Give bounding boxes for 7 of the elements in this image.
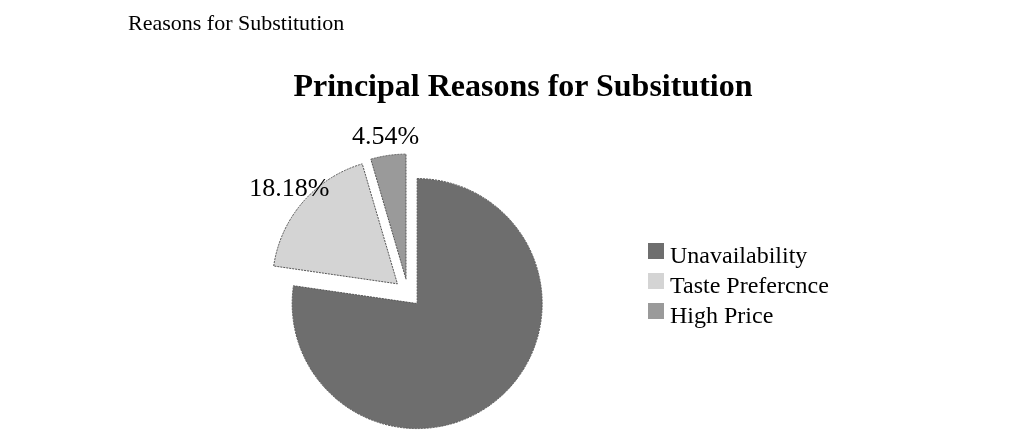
legend-label: Unavailability	[670, 241, 808, 268]
legend-label: Taste Prefercnce	[670, 271, 829, 298]
chart-title: Principal Reasons for Subsitution	[293, 67, 753, 103]
data-label: 4.54%	[352, 120, 420, 150]
text: Reasons for Substitution	[128, 10, 345, 35]
legend-label: High Price	[670, 301, 774, 328]
data-label: 18.18%	[249, 173, 330, 203]
